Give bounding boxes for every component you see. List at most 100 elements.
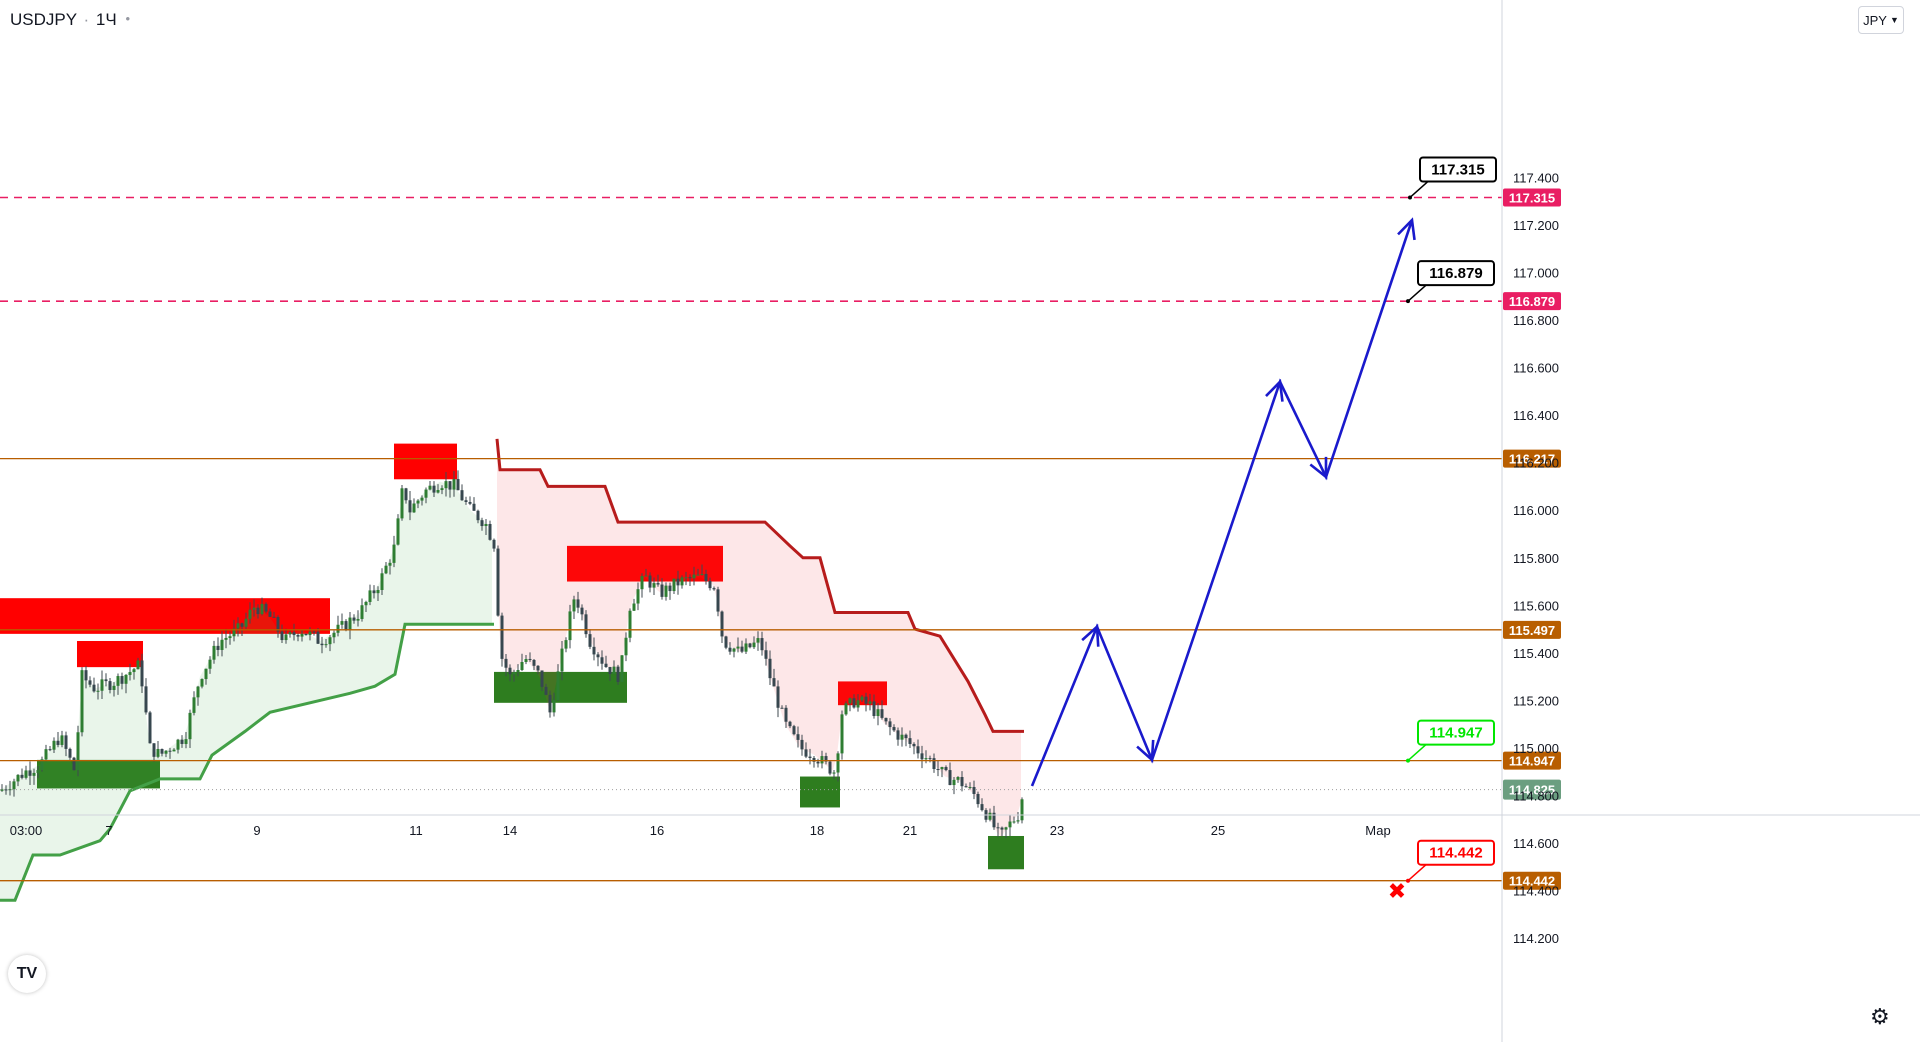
candle [908,730,912,748]
candle-body [724,636,728,648]
candle [112,682,116,697]
candle-body [604,663,608,668]
candle [4,785,8,795]
trailing-stop-short-line [495,438,1024,733]
candle-body [844,703,848,715]
candle-body [716,589,720,612]
candle-body [344,621,348,631]
candle [972,780,976,800]
candle-body [12,781,16,790]
projection-arrowhead [1265,378,1284,402]
candle [524,654,528,665]
candle [568,604,572,649]
candle [772,668,776,687]
candle-body [796,734,800,740]
candle-body [676,578,680,586]
last-price-tag-label: 114.825 [1509,783,1555,798]
candle-body [100,679,104,691]
candle [780,705,784,709]
candle-body [996,827,1000,829]
candle [864,692,868,712]
candle [480,517,484,531]
candle-body [404,488,408,501]
candle-body [740,646,744,652]
candle-body [216,645,220,650]
candle-body [972,786,976,794]
interval-label: 1Ч [95,10,117,29]
tradingview-logo-icon[interactable]: TV [8,955,46,993]
candle [600,650,604,670]
candle-body [524,658,528,663]
candle-body [8,789,12,791]
x-tick-label: 25 [1211,823,1225,838]
price-callout: 114.442 [1406,839,1495,883]
candle-body [616,666,620,682]
candle [744,638,748,655]
candle-body [804,749,808,757]
candle-body [80,670,84,733]
price-level-tag-label: 116.879 [1509,294,1555,309]
y-tick-label: 116.200 [1513,456,1559,471]
candle [704,569,708,585]
candle-body [772,678,776,687]
candle [892,724,896,732]
candle-body [88,680,92,685]
candle-body [624,637,628,656]
candle [424,487,428,504]
candle-body [896,730,900,740]
gear-icon[interactable]: ⚙ [1870,1004,1890,1029]
candle-body [300,633,304,637]
candle [676,570,680,595]
candle [200,678,204,689]
candle-body [780,707,784,709]
zones-layer [0,443,1024,870]
candle [904,733,908,747]
candle-body [312,631,316,633]
candle-body [1016,820,1020,822]
candle-body [440,488,444,491]
candle [1008,814,1012,837]
candle [712,586,716,591]
candle [60,730,64,748]
candle [400,485,404,521]
candle [872,694,876,719]
price-callout-box [1417,839,1495,866]
y-tick-label: 115.600 [1513,598,1559,613]
candle-body [980,804,984,811]
x-tick-label: 23 [1050,823,1064,838]
candle-body [816,761,820,764]
candle [680,575,684,589]
candle [920,745,924,769]
candle [628,608,632,643]
candle [28,761,32,786]
candle [44,744,48,762]
currency-button[interactable]: JPY ▼ [1858,6,1904,34]
y-tick-label: 114.400 [1513,884,1559,899]
candle [0,784,4,792]
symbol-title[interactable]: USDJPY · 1Ч • [10,10,130,30]
candle [440,485,444,495]
candle [1020,797,1024,824]
candle-body [736,646,740,649]
candle [796,726,800,748]
candle [124,674,128,694]
candle-body [488,524,492,540]
candle [312,630,316,636]
candle-body [472,503,476,511]
stop-marker-icon: ✖ [1388,880,1406,905]
candle [204,668,208,685]
candle-body [652,583,656,588]
candle [316,628,320,645]
candle [612,660,616,675]
candle [552,692,556,717]
candle [40,756,44,772]
candle [876,703,880,726]
candle-body [632,603,636,611]
trailing-stop-long-line [0,622,494,902]
candle-body [684,577,688,579]
title-separator: · [83,10,90,29]
candle [260,597,264,616]
candle-body [656,583,660,585]
candle [48,746,52,752]
